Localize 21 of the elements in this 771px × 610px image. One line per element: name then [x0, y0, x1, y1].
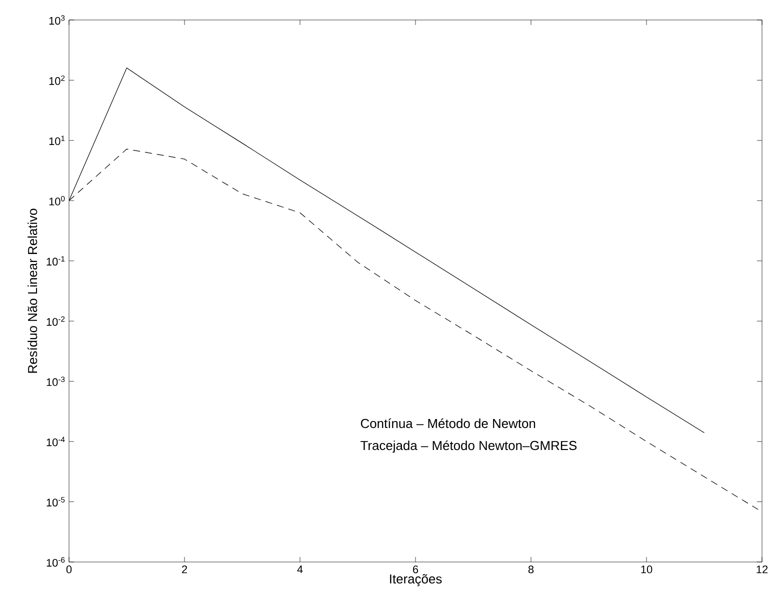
y-tick-label: 10$^{-6}$ — [46, 557, 65, 567]
y-tick-label: 10$^{0}$ — [49, 196, 65, 206]
x-tick-label: 6 — [413, 566, 418, 574]
y-tick-label: 10$^{2}$ — [49, 75, 65, 85]
x-tick-label: 8 — [528, 566, 534, 574]
annotation: Tracejada – Método Newton–GMRES — [360, 440, 577, 453]
y-tick-label: 10$^{-3}$ — [46, 376, 65, 386]
x-axis-title: Iterações — [390, 574, 442, 586]
y-tick-label: 10$^{-4}$ — [46, 436, 65, 446]
x-tick-label: 0 — [66, 566, 72, 574]
x-tick-label: 10 — [641, 566, 652, 574]
y-tick-label: 10$^{-1}$ — [46, 256, 65, 266]
y-tick-label: 10$^{-5}$ — [46, 497, 65, 506]
y-tick-label: 10$^{-2}$ — [46, 316, 65, 326]
x-tick-label: 2 — [182, 566, 188, 574]
y-tick-label: 10$^{1}$ — [49, 136, 65, 146]
y-tick-label: 10$^{3}$ — [49, 15, 65, 25]
annotation: Contínua – Método de Newton — [360, 418, 536, 428]
x-tick-label: 4 — [297, 566, 303, 574]
y-axis-title: Resíduo Não Linear Relativo — [27, 208, 38, 373]
x-tick-label: 12 — [756, 566, 768, 574]
